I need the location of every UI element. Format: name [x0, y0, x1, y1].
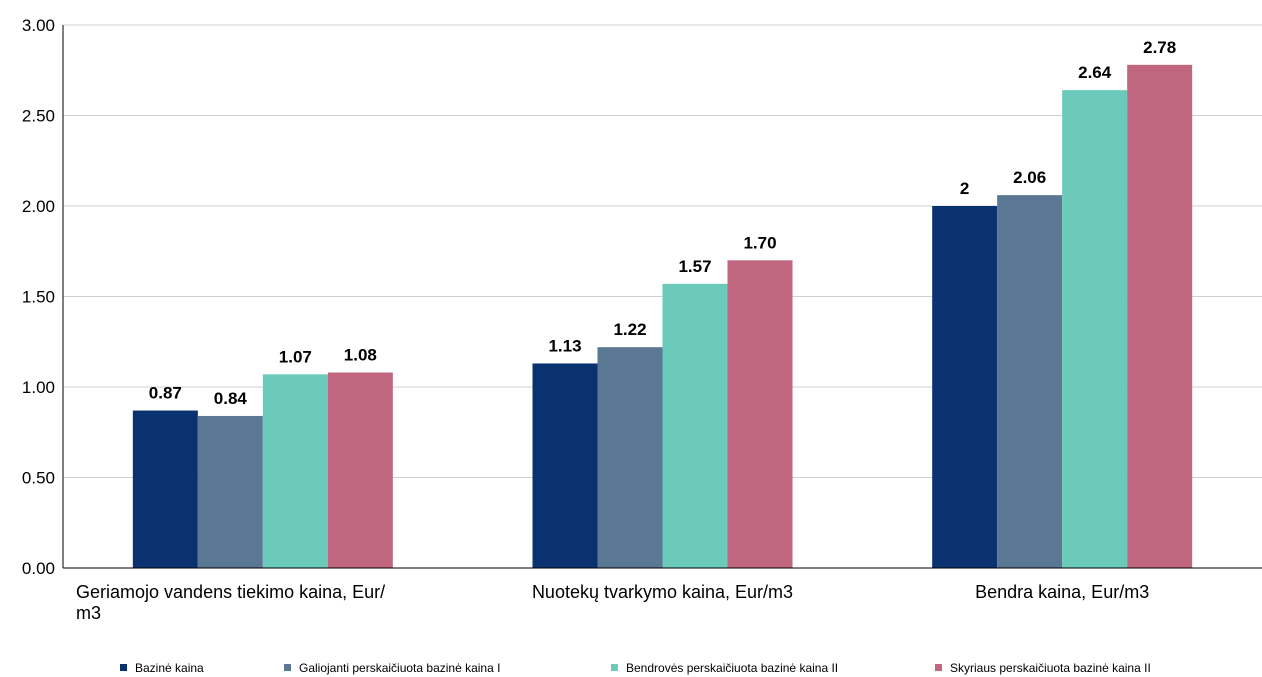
category-label: Nuotekų tvarkymo kaina, Eur/m3 [532, 582, 793, 602]
bar [1062, 90, 1128, 568]
bar [997, 195, 1063, 568]
legend-swatch [611, 664, 618, 671]
data-label: 1.70 [743, 233, 776, 252]
data-label: 0.87 [149, 384, 182, 403]
y-tick-label: 2.50 [22, 107, 55, 126]
data-label: 2.78 [1143, 38, 1176, 57]
legend-swatch [120, 664, 127, 671]
legend-label: Bazinė kaina [135, 661, 204, 675]
data-label: 2.64 [1078, 63, 1112, 82]
data-label: 0.84 [214, 389, 248, 408]
bar [532, 363, 598, 568]
data-label: 1.08 [344, 346, 377, 365]
bar [597, 347, 663, 568]
legend-swatch [284, 664, 291, 671]
bar [197, 415, 263, 568]
data-label: 1.07 [279, 347, 312, 366]
legend-label: Bendrovės perskaičiuota bazinė kaina II [626, 661, 838, 675]
bar [262, 374, 328, 568]
bar [932, 206, 998, 568]
y-tick-label: 0.50 [22, 469, 55, 488]
axes [62, 25, 1262, 569]
legend: Bazinė kaina Galiojanti perskaičiuota baz… [120, 661, 1151, 675]
data-labels: 0.87 0.84 1.07 1.08 1.13 1.22 1.57 1.70 2 2.06 2.6… [149, 38, 1176, 408]
legend-label: Skyriaus perskaičiuota bazinė kaina II [950, 661, 1151, 675]
bar [662, 283, 728, 568]
category-label: Geriamojo vandens tiekimo kaina, Eur/ [76, 582, 385, 602]
data-label: 1.13 [548, 336, 581, 355]
y-tick-label: 2.00 [22, 197, 55, 216]
y-tick-label: 1.50 [22, 288, 55, 307]
data-label: 2.06 [1013, 168, 1046, 187]
bar [1127, 64, 1193, 568]
data-label: 1.57 [678, 257, 711, 276]
legend-label: Galiojanti perskaičiuota bazinė kaina I [299, 661, 500, 675]
bars [132, 64, 1193, 568]
bar [327, 372, 393, 568]
category-labels: Geriamojo vandens tiekimo kaina, Eur/m3 N… [76, 582, 1149, 623]
bar [132, 410, 198, 568]
category-label: m3 [76, 603, 101, 623]
data-label: 2 [960, 179, 969, 198]
legend-swatch [935, 664, 942, 671]
y-tick-label: 0.00 [22, 559, 55, 578]
y-tick-label: 1.00 [22, 378, 55, 397]
bar [727, 260, 793, 568]
category-label: Bendra kaina, Eur/m3 [975, 582, 1149, 602]
data-label: 1.22 [613, 320, 646, 339]
y-tick-labels: 0.00 0.50 1.00 1.50 2.00 2.50 3.00 [22, 16, 55, 578]
y-tick-label: 3.00 [22, 16, 55, 35]
